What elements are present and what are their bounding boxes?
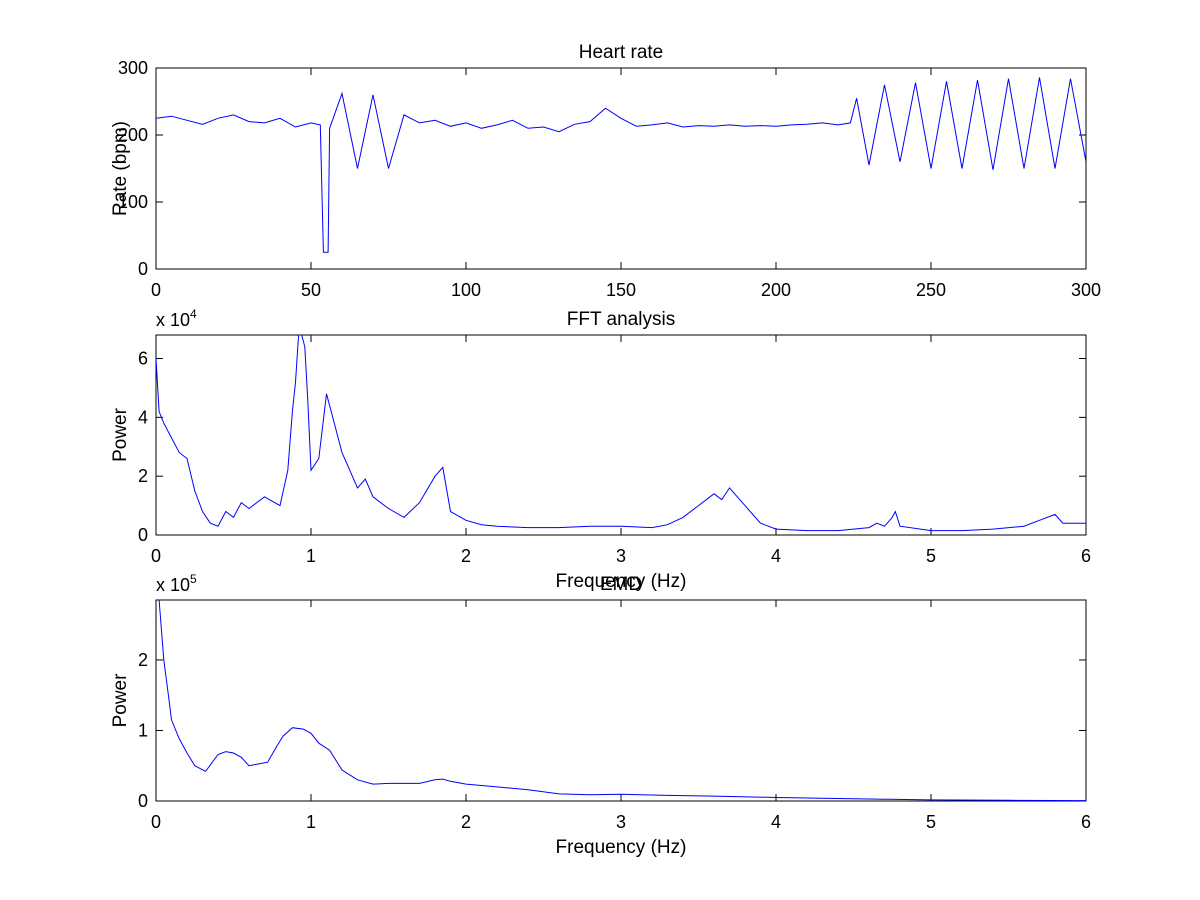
y-tick-label: 0: [138, 259, 148, 279]
x-tick-label: 2: [461, 546, 471, 566]
y-tick-label: 300: [118, 58, 148, 78]
exponent-power: 5: [190, 572, 197, 586]
plot-title: EMD: [600, 574, 642, 595]
x-tick-label: 4: [771, 812, 781, 832]
x-tick-label: 5: [926, 546, 936, 566]
x-tick-label: 150: [606, 280, 636, 300]
y-tick-label: 100: [118, 192, 148, 212]
x-tick-label: 4: [771, 546, 781, 566]
x-tick-label: 250: [916, 280, 946, 300]
y-tick-label: 200: [118, 125, 148, 145]
y-exponent-label: x 105: [156, 572, 197, 595]
x-tick-label: 3: [616, 546, 626, 566]
y-tick-label: 2: [138, 466, 148, 486]
exponent-base: x 10: [156, 310, 190, 330]
x-tick-label: 100: [451, 280, 481, 300]
y-tick-label: 1: [138, 720, 148, 740]
x-tick-label: 0: [151, 812, 161, 832]
x-tick-label: 6: [1081, 812, 1091, 832]
x-tick-label: 1: [306, 812, 316, 832]
series-line-1: [156, 77, 1086, 253]
plot-title: Heart rate: [579, 42, 663, 63]
x-tick-label: 5: [926, 812, 936, 832]
y-tick-label: 6: [138, 349, 148, 369]
y-exponent-label: x 104: [156, 307, 197, 330]
y-tick-label: 0: [138, 791, 148, 811]
x-tick-label: 2: [461, 812, 471, 832]
y-axis-label: Rate (bpm): [110, 121, 131, 216]
x-tick-label: 0: [151, 546, 161, 566]
x-tick-label: 6: [1081, 546, 1091, 566]
plot-title: FFT analysis: [567, 309, 675, 330]
x-tick-label: 3: [616, 812, 626, 832]
series-line-1: [156, 335, 1086, 532]
x-tick-label: 200: [761, 280, 791, 300]
x-axis-label: Frequency (Hz): [556, 837, 687, 858]
series-line-1: [158, 600, 1086, 801]
x-axis-label: Frequency (Hz): [556, 571, 687, 592]
x-tick-label: 1: [306, 546, 316, 566]
y-tick-label: 2: [138, 650, 148, 670]
y-axis-label: Power: [110, 673, 131, 728]
x-tick-label: 0: [151, 280, 161, 300]
exponent-power: 4: [190, 307, 197, 321]
x-tick-label: 300: [1071, 280, 1101, 300]
y-tick-label: 0: [138, 525, 148, 545]
x-tick-label: 50: [301, 280, 321, 300]
y-axis-label: Power: [110, 407, 131, 462]
y-tick-label: 4: [138, 407, 148, 427]
subplot-1: 0 50 100 150 200 250 300 0 100 200 300 Heart rate Ra…: [110, 42, 1101, 300]
exponent-base: x 10: [156, 575, 190, 595]
